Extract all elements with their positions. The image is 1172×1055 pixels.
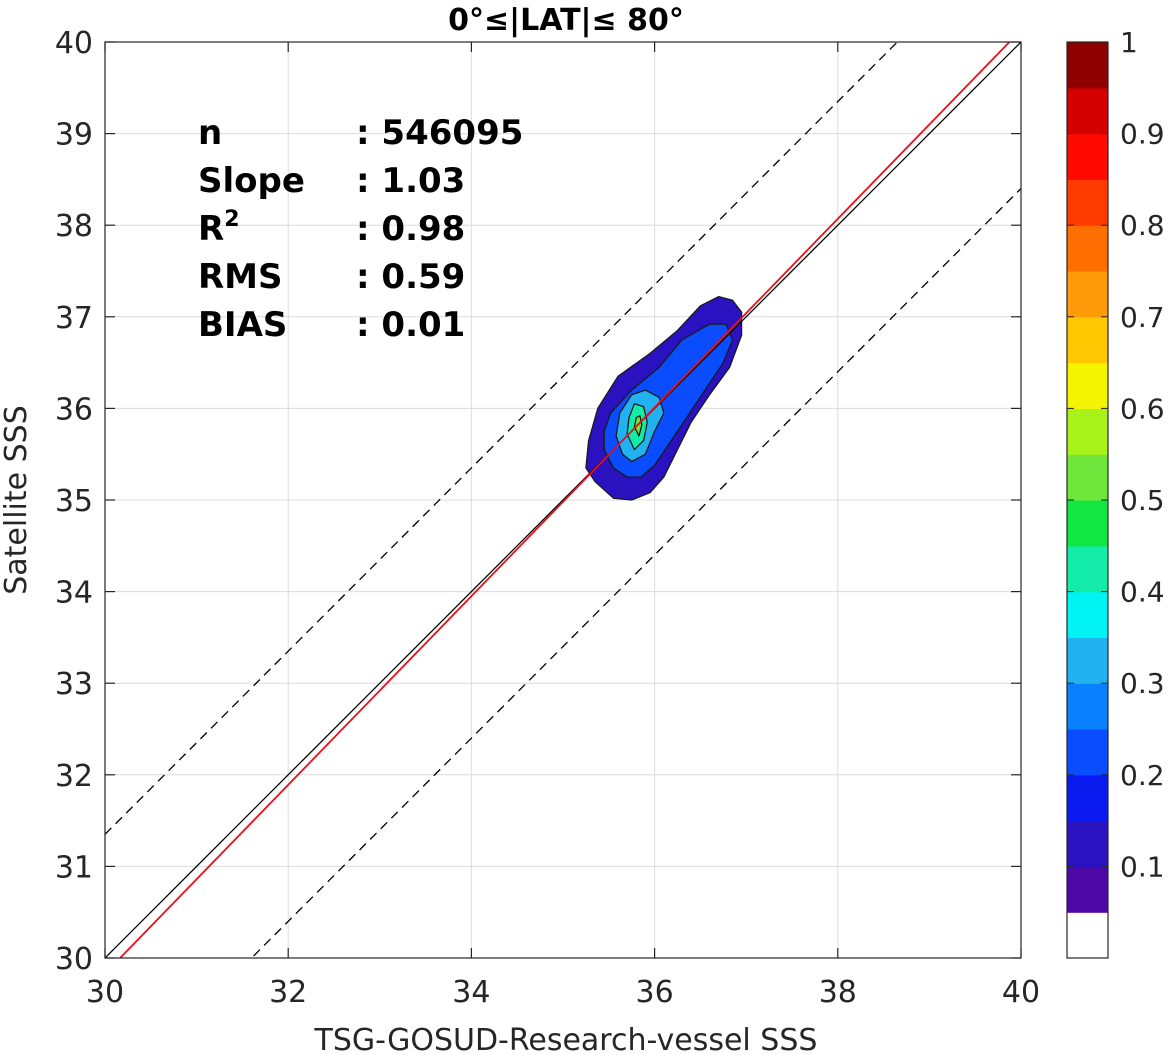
colorbar-bin xyxy=(1067,316,1108,364)
x-tick-label: 34 xyxy=(452,975,490,1010)
colorbar-bin xyxy=(1067,820,1108,867)
colorbar-bin xyxy=(1067,408,1108,455)
colorbar-bin xyxy=(1067,729,1108,776)
reference-lines xyxy=(105,42,1021,958)
y-tick-label: 36 xyxy=(55,392,93,427)
colorbar-tick-label: 0.3 xyxy=(1120,667,1165,700)
x-tick-label: 40 xyxy=(1002,975,1040,1010)
colorbar-tick-label: 0.9 xyxy=(1120,118,1165,151)
colorbar-bin xyxy=(1067,683,1108,730)
x-axis-label: TSG-GOSUD-Research-vessel SSS xyxy=(314,1023,818,1055)
colorbar-bin xyxy=(1067,271,1108,318)
stat-label: RMS xyxy=(198,257,283,297)
x-tick-label: 32 xyxy=(269,975,307,1010)
colorbar-bin xyxy=(1067,42,1108,89)
y-axis-label: Satellite SSS xyxy=(0,405,34,595)
colorbar-tick-label: 0.5 xyxy=(1120,484,1165,517)
colorbar-tick-label: 0.4 xyxy=(1120,576,1165,609)
grid xyxy=(104,41,1022,959)
colorbar-bin xyxy=(1067,591,1108,638)
colorbar-bin xyxy=(1067,912,1108,959)
colorbar-bin xyxy=(1067,637,1108,684)
colorbar-bin xyxy=(1067,362,1108,409)
colorbar-bin xyxy=(1067,500,1108,547)
colorbar-bin xyxy=(1067,179,1108,226)
colorbar-bin xyxy=(1067,866,1108,913)
identity-line xyxy=(105,42,1021,958)
y-tick-label: 35 xyxy=(55,484,93,519)
colorbar-bin xyxy=(1067,133,1108,180)
stat-value: : 546095 xyxy=(356,113,523,153)
stat-label: BIAS xyxy=(198,305,287,345)
x-tick-label: 36 xyxy=(636,975,674,1010)
colorbar-bin xyxy=(1067,225,1108,272)
stat-value: : 0.98 xyxy=(356,209,465,249)
statistics-annotation: n : 546095 Slope : 1.03 R2 : 0.98 RMS : 0.59 BIA… xyxy=(198,113,523,345)
axis-ticks: 30 32 34 36 38 40 30 31 32 33 34 35 36 37 38 39 40 xyxy=(55,26,1040,1010)
x-tick-label: 30 xyxy=(86,975,124,1010)
colorbar-bin xyxy=(1067,774,1108,822)
colorbar-tick-label: 0.7 xyxy=(1120,301,1165,334)
stat-value: : 1.03 xyxy=(356,161,465,201)
y-tick-label: 38 xyxy=(55,209,93,244)
x-tick-label: 38 xyxy=(819,975,857,1010)
fit-line xyxy=(118,42,1011,958)
y-tick-label: 40 xyxy=(55,26,93,61)
stat-value: : 0.59 xyxy=(356,257,465,297)
y-tick-label: 33 xyxy=(55,667,93,702)
y-tick-label: 30 xyxy=(55,942,93,977)
stat-label: R2 xyxy=(198,207,240,249)
colorbar-tick-label: 0.2 xyxy=(1120,759,1165,792)
colorbar-tick-label: 0.6 xyxy=(1120,392,1165,425)
colorbar-tick-label: 0.1 xyxy=(1120,850,1165,883)
lower-bound-line xyxy=(250,188,1021,958)
y-tick-label: 34 xyxy=(55,576,93,611)
colorbar: 0.1 0.2 0.3 0.4 0.5 0.6 0.7 0.8 0.9 1 xyxy=(1066,26,1165,959)
colorbar-bin xyxy=(1067,87,1108,135)
upper-bound-line xyxy=(105,42,899,835)
colorbar-tick-label: 1 xyxy=(1120,26,1138,59)
stat-value: : 0.01 xyxy=(356,305,465,345)
y-tick-label: 32 xyxy=(55,759,93,794)
chart-title: 0°≤|LAT|≤ 80° xyxy=(448,3,684,38)
colorbar-bin xyxy=(1067,454,1108,501)
stat-label: n xyxy=(198,113,222,153)
y-tick-label: 37 xyxy=(55,301,93,336)
colorbar-tick-label: 0.8 xyxy=(1120,209,1165,242)
y-tick-label: 31 xyxy=(55,850,93,885)
y-tick-label: 39 xyxy=(55,118,93,153)
colorbar-bin xyxy=(1067,545,1108,593)
stat-label: Slope xyxy=(198,161,305,201)
